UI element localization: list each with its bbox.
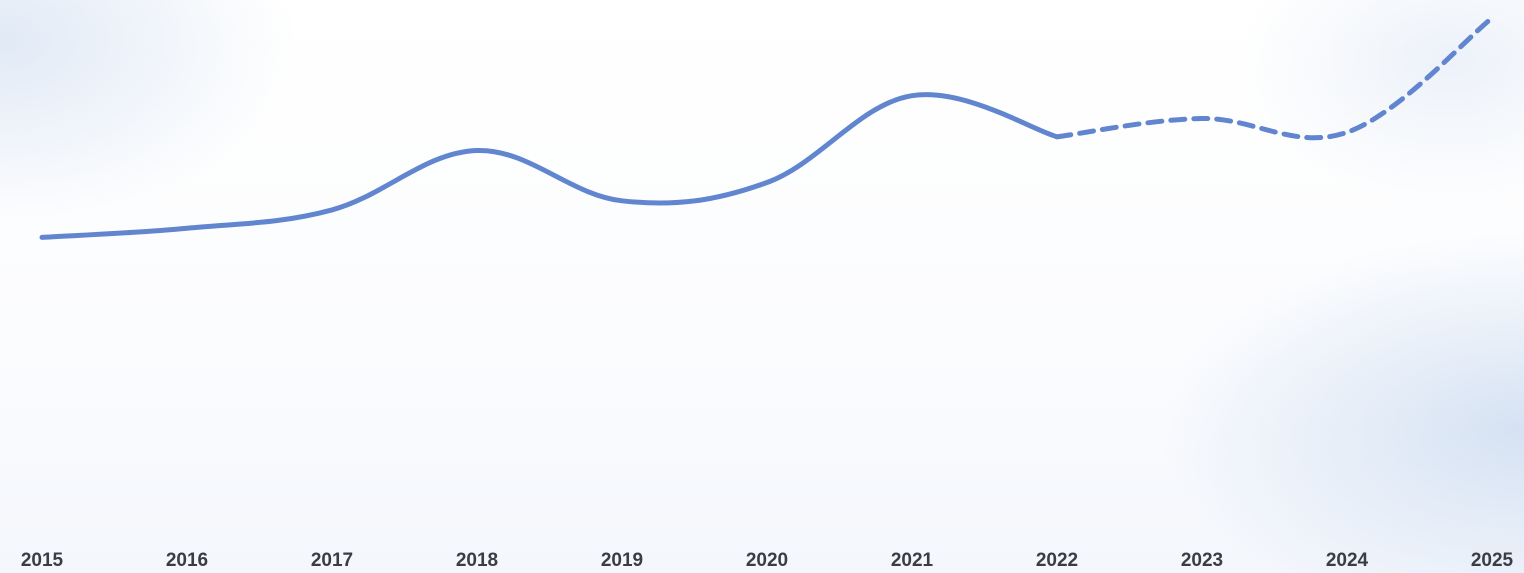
x-tick-label: 2023 — [1181, 550, 1223, 571]
data-point-2016-series-1 — [184, 225, 190, 231]
x-tick-label: 2025 — [1471, 550, 1514, 571]
x-axis: 2015 2016 2017 2018 2019 2020 2021 2022 2023 2024… — [21, 550, 1514, 571]
data-point-2019-series-1 — [619, 198, 625, 204]
x-tick-label: 2015 — [21, 550, 64, 571]
x-tick-label: 2016 — [166, 550, 208, 571]
x-tick-label: 2024 — [1326, 550, 1369, 571]
data-point-2015-series-1 — [39, 234, 45, 240]
x-tick-label: 2017 — [311, 550, 353, 571]
forecast-series-line — [1054, 15, 1495, 141]
data-point-2021-series-1 — [909, 93, 915, 99]
data-point-2020-series-1 — [764, 180, 770, 186]
data-point-2024-series-2 — [1344, 129, 1350, 135]
data-point-2017-series-1 — [329, 207, 335, 213]
data-point-2023-series-2 — [1199, 116, 1205, 122]
x-tick-label: 2022 — [1036, 550, 1078, 571]
data-point-2025-series-2 — [1489, 15, 1495, 21]
series-layer — [39, 15, 1495, 240]
x-tick-label: 2018 — [456, 550, 498, 571]
actual-series-line — [39, 92, 1060, 240]
data-point-2022-series-2 — [1054, 134, 1060, 140]
x-tick-label: 2020 — [746, 550, 788, 571]
x-tick-label: 2019 — [601, 550, 643, 571]
x-tick-label: 2021 — [891, 550, 934, 571]
data-point-2018-series-1 — [474, 148, 480, 154]
